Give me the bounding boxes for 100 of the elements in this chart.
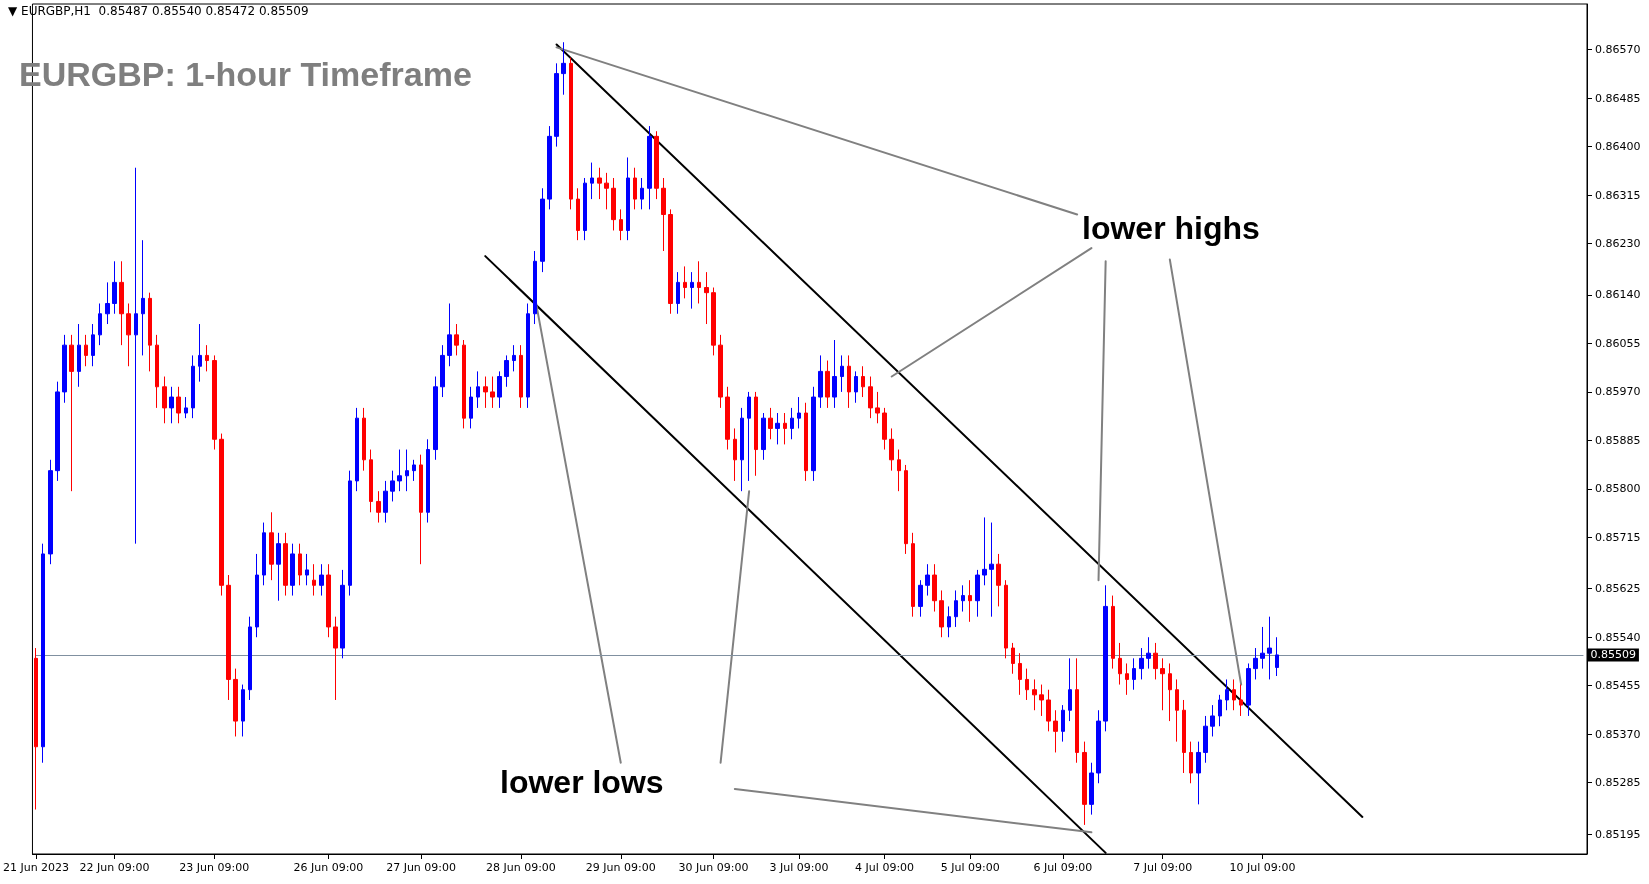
candlestick: [975, 569, 980, 618]
candlestick: [676, 271, 680, 315]
candlestick: [840, 354, 844, 393]
candlestick: [376, 490, 381, 524]
candlestick: [226, 574, 231, 701]
candlestick: [1132, 657, 1136, 691]
candlestick: [1103, 584, 1108, 732]
y-tick-label: 0.85885: [1595, 433, 1641, 447]
candlestick: [1160, 657, 1165, 711]
candlestick: [440, 344, 445, 398]
candlestick: [62, 334, 67, 404]
candlestick: [1146, 636, 1151, 670]
candlestick: [811, 386, 816, 482]
candlestick: [298, 543, 302, 586]
candlestick: [1182, 699, 1186, 774]
candlestick: [212, 354, 217, 451]
candlestick: [48, 459, 53, 565]
y-tick-label: 0.85370: [1595, 727, 1641, 741]
candlestick: [961, 584, 965, 613]
candlestick: [668, 208, 673, 315]
candlestick: [647, 125, 652, 210]
candlestick: [326, 563, 331, 638]
x-tick-label: 21 Jun 2023: [2, 861, 70, 874]
candlestick: [740, 407, 744, 492]
candlestick: [1225, 678, 1229, 711]
candlestick: [1082, 741, 1087, 826]
candlestick: [383, 480, 388, 524]
candlestick: [91, 323, 95, 367]
candlestick: [405, 449, 409, 492]
candlestick: [633, 167, 637, 210]
candlestick: [1096, 709, 1101, 784]
candlestick: [1175, 678, 1179, 743]
candlestick: [433, 376, 438, 461]
candlestick: [233, 668, 238, 737]
candlestick: [241, 684, 245, 737]
candlestick: [533, 250, 537, 325]
candlestick: [947, 605, 951, 638]
candlestick: [176, 386, 181, 424]
candlestick: [462, 339, 466, 429]
candlestick: [1053, 709, 1058, 753]
candlestick: [904, 464, 908, 555]
candlestick: [1139, 647, 1144, 680]
candlestick: [1011, 642, 1015, 675]
candlestick: [69, 334, 74, 492]
candlestick: [1267, 616, 1272, 680]
candlestick: [1210, 704, 1215, 737]
candlestick: [1068, 657, 1072, 722]
candlestick: [547, 125, 552, 210]
candlestick: [690, 271, 694, 310]
candlestick: [355, 407, 359, 492]
candlestick: [454, 323, 459, 356]
candlestick: [1025, 668, 1029, 701]
candlestick: [619, 208, 623, 241]
candlestick: [718, 334, 723, 409]
candlestick: [1203, 715, 1208, 764]
candlestick: [1275, 636, 1279, 677]
candlestick: [1196, 741, 1201, 805]
candlestick: [918, 579, 923, 618]
candlestick: [661, 177, 666, 252]
candlestick: [319, 563, 324, 597]
x-tick-label: 29 Jun 09:00: [585, 861, 656, 874]
candlestick: [1153, 642, 1158, 680]
candlestick: [590, 162, 594, 200]
y-tick-label: 0.86315: [1595, 188, 1641, 202]
candlestick: [184, 396, 188, 419]
candlestick: [611, 177, 616, 231]
x-tick-label: 26 Jun 09:00: [293, 861, 364, 874]
candlestick: [982, 516, 987, 586]
candlestick: [711, 287, 716, 356]
candlestick: [390, 470, 395, 502]
y-tick-label: 0.86570: [1595, 43, 1641, 57]
candlestick: [497, 370, 502, 409]
y-tick-label: 0.85800: [1595, 482, 1641, 496]
candlestick: [340, 569, 345, 659]
candlestick: [583, 177, 587, 241]
candlestick: [526, 303, 530, 409]
x-tick-label: 28 Jun 09:00: [485, 861, 556, 874]
candlestick: [476, 370, 480, 409]
x-tick-label: 3 Jul 09:00: [769, 861, 829, 874]
candlestick: [77, 323, 81, 388]
candlestick: [911, 532, 915, 618]
candlestick: [305, 553, 309, 586]
candlestick: [576, 187, 580, 241]
candlestick: [1089, 762, 1094, 816]
candlestick: [569, 57, 573, 210]
annotation: lower lows: [500, 764, 664, 800]
candlestick: [469, 386, 473, 429]
candlestick: [725, 386, 730, 451]
candlestick: [1118, 642, 1122, 686]
candlestick: [832, 339, 837, 409]
candlestick: [1018, 652, 1022, 696]
candlestick: [875, 391, 880, 424]
candlestick: [775, 412, 780, 445]
y-tick-label: 0.86140: [1595, 288, 1641, 302]
candlestick: [198, 323, 202, 383]
candlestick: [1253, 647, 1258, 680]
y-tick-label: 0.85285: [1595, 776, 1641, 790]
candlestick: [134, 167, 138, 545]
candlestick: [1046, 689, 1051, 732]
candlestick: [954, 589, 958, 628]
